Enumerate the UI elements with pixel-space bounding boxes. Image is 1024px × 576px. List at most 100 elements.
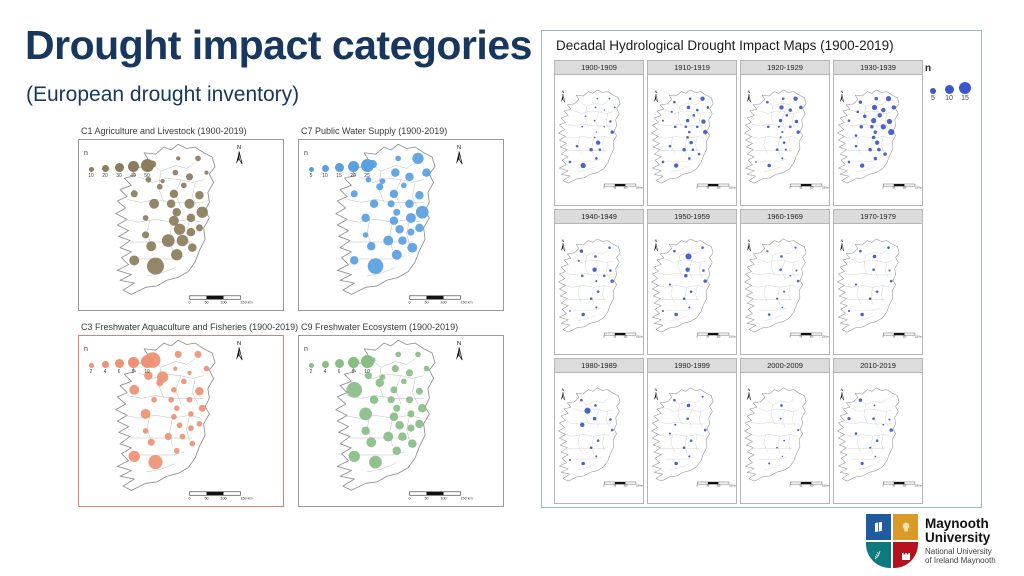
legend-entry: 20 — [98, 165, 112, 179]
impact-dot — [674, 461, 678, 466]
impact-dot — [176, 234, 189, 247]
svg-text:50: 50 — [800, 486, 803, 488]
impact-dot — [595, 280, 598, 283]
ireland-map: N 0 50 100 150 km — [744, 387, 829, 488]
impact-dot — [882, 423, 885, 426]
decadal-map-cell: 1900-1909 N 0 50 100 150 km — [554, 60, 644, 206]
impact-dot — [418, 404, 427, 413]
north-arrow-icon: N — [455, 145, 463, 165]
legend-size-dot — [101, 361, 109, 368]
impact-dot — [581, 125, 584, 128]
svg-text:N: N — [655, 90, 658, 94]
ireland-map: N 0 50 100 150 km — [651, 238, 736, 339]
legend-value: 8 — [351, 369, 355, 375]
legend-value: 2 — [89, 369, 93, 375]
decadal-map-cell: 1920-1929 N 0 50 100 150 km — [740, 60, 830, 206]
category-map-card: C7 Public Water Supply (1900-2019) N 0 50 10… — [298, 126, 510, 322]
impact-dot — [609, 120, 612, 123]
legend-entry: 50 — [140, 159, 154, 179]
impact-dot — [661, 309, 665, 313]
impact-dot — [661, 160, 665, 164]
impact-dot — [847, 119, 851, 122]
impact-dot — [389, 189, 399, 199]
impact-dot — [128, 450, 140, 463]
svg-text:150 km: 150 km — [729, 337, 736, 339]
legend-size-dot — [360, 355, 374, 368]
ireland-map: N 0 50 100 150 km — [744, 89, 829, 190]
category-map-box: N 0 50 100 150 km n 10 20 30 40 50 — [78, 139, 284, 311]
svg-text:N: N — [748, 239, 751, 243]
impact-dot — [198, 404, 206, 412]
impact-dot — [766, 250, 769, 253]
svg-text:N: N — [748, 90, 751, 94]
svg-text:50: 50 — [800, 188, 803, 190]
impact-dot — [186, 227, 196, 237]
impact-dot — [779, 136, 782, 139]
svg-text:150 km: 150 km — [461, 300, 473, 304]
svg-text:0: 0 — [408, 300, 410, 304]
impact-dot — [189, 440, 196, 447]
impact-dot — [695, 108, 699, 112]
category-map-card: C1 Agriculture and Livestock (1900-2019)… — [78, 126, 290, 322]
legend-value: 15 — [961, 95, 969, 102]
impact-dot — [594, 106, 597, 109]
impact-dot — [594, 404, 597, 407]
svg-text:100: 100 — [220, 300, 226, 304]
impact-dot — [673, 125, 677, 129]
impact-dot — [156, 183, 163, 190]
impact-dot — [168, 215, 179, 226]
logo-sub-line2: of Ireland Maynooth — [925, 555, 996, 565]
north-arrow-icon: N — [235, 341, 243, 361]
impact-dot — [702, 269, 705, 272]
impact-dot — [872, 268, 875, 271]
impact-dot — [610, 428, 614, 432]
impact-dot — [398, 432, 407, 441]
impact-dot — [369, 455, 382, 469]
svg-text:0: 0 — [697, 337, 699, 339]
scale-bar: 0 50 100 150 km — [790, 183, 829, 190]
impact-dot — [868, 147, 872, 152]
impact-dot — [796, 279, 800, 283]
impact-dot — [609, 418, 612, 421]
impact-dot — [873, 404, 876, 407]
impact-dot — [883, 152, 887, 156]
impact-dot — [174, 350, 182, 358]
impact-dot — [794, 246, 797, 249]
impact-dot — [346, 382, 363, 398]
legend-value: 5 — [931, 95, 935, 102]
impact-dot — [703, 279, 707, 283]
legend-entry: 8 — [126, 357, 140, 375]
impact-dot — [874, 455, 877, 458]
impact-dot — [783, 290, 786, 293]
decadal-map-cell: 1960-1969 N 0 50 100 150 km — [740, 209, 830, 355]
legend-value: 10 — [945, 95, 953, 102]
impact-dot — [661, 119, 665, 122]
impact-dot — [682, 297, 686, 300]
size-legend: n 5 10 15 20 25 — [304, 150, 374, 179]
impact-dot — [415, 351, 421, 358]
slide-title: Drought impact categories — [25, 22, 532, 68]
impact-dot — [348, 450, 360, 463]
impact-dot — [779, 417, 782, 420]
category-map-box: N 0 50 100 150 km n 2 4 6 8 10 — [78, 335, 284, 507]
svg-text:0: 0 — [188, 300, 190, 304]
impact-dot — [187, 370, 192, 375]
impact-dot — [682, 147, 686, 152]
impact-dot — [885, 96, 892, 102]
impact-dot — [423, 365, 430, 372]
impact-dot — [575, 144, 579, 148]
impact-dot — [188, 243, 197, 252]
decadal-panel: Decadal Hydrological Drought Impact Maps… — [541, 30, 982, 508]
impact-dot — [891, 105, 897, 110]
scale-bar: 0 50 100 150 km — [408, 491, 473, 500]
impact-dot — [685, 118, 690, 123]
impact-dot — [686, 136, 689, 139]
svg-text:100: 100 — [624, 337, 629, 339]
impact-dot — [129, 255, 140, 266]
decadal-map-box: N 0 50 100 150 km — [834, 373, 922, 503]
impact-dot — [156, 379, 164, 387]
impact-dot — [415, 387, 423, 395]
impact-dot — [779, 268, 782, 271]
legend-entry: 15 — [332, 163, 346, 179]
impact-dot — [889, 279, 893, 283]
